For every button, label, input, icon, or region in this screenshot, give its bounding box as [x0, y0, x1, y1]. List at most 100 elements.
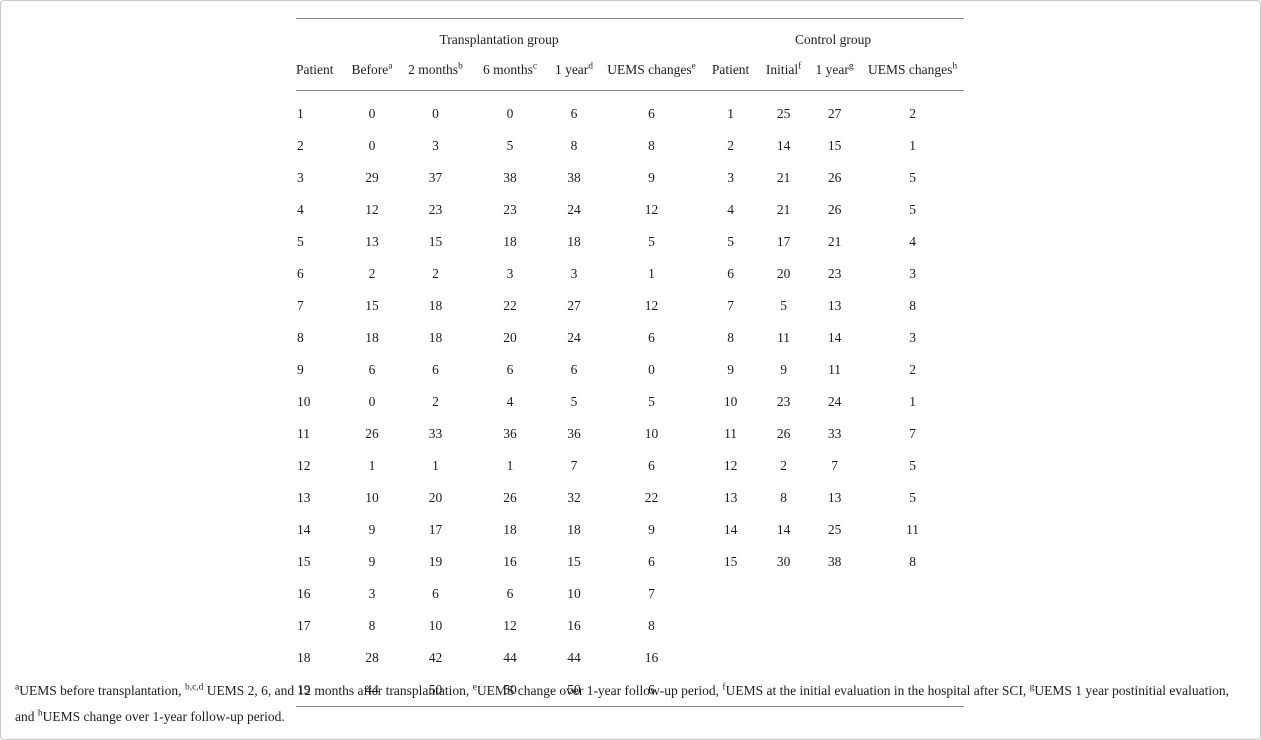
table-cell: 9 [368, 554, 376, 569]
table-cell: 12 [644, 298, 659, 313]
column-header-label: 2 months [408, 62, 459, 77]
group-header: Transplantation group [439, 32, 559, 47]
table-cell: 1 [297, 106, 304, 121]
column-header-label: UEMS changes [607, 62, 692, 77]
column-header-row: Patient Beforea 2 monthsb 6 monthsc 1 yeard U… [296, 53, 965, 91]
table-cell: 14 [776, 138, 791, 153]
table-cell: 8 [648, 618, 655, 633]
table-cell: 3 [506, 266, 514, 281]
group-header-row: Transplantation group Control group [296, 19, 964, 54]
table-cell: 3 [368, 586, 376, 601]
table-cell: 10 [644, 426, 659, 441]
table-cell [702, 642, 759, 674]
table-cell: 17 [776, 234, 791, 249]
table-cell: 8 [727, 330, 734, 345]
table-row: 4 12 23 23 24 12 4 21 26 5 [296, 194, 964, 226]
table-cell: 11 [828, 362, 842, 377]
table-cell: 21 [776, 202, 791, 217]
uems-data-table: Transplantation group Control group Patie… [296, 18, 965, 707]
table-cell: 6 [506, 586, 514, 601]
table-cell: 9 [297, 362, 304, 377]
table-cell: 33 [827, 426, 842, 441]
table-cell: 18 [297, 650, 311, 665]
table-cell: 38 [567, 170, 581, 185]
table-cell: 8 [909, 298, 916, 313]
table-cell: 15 [297, 554, 311, 569]
table-cell: 20 [503, 330, 517, 345]
column-header: 1 yeard [547, 53, 601, 91]
table-cell: 26 [503, 490, 517, 505]
table-cell: 25 [776, 106, 791, 121]
table-cell: 23 [776, 394, 791, 409]
table-cell: 3 [570, 266, 578, 281]
table-cell: 6 [297, 266, 304, 281]
table-cell: 16 [567, 618, 581, 633]
table-cell: 50 [473, 674, 547, 707]
table-cell: 2 [909, 362, 916, 377]
table-row: 16 3 6 6 10 7 [296, 578, 964, 610]
table-cell: 1 [909, 394, 916, 409]
table-cell: 27 [567, 298, 581, 313]
table-cell [702, 578, 759, 610]
table-row: 11 26 33 36 36 10 11 26 33 7 [296, 418, 964, 450]
table-cell: 24 [567, 330, 581, 345]
table-cell: 6 [570, 362, 578, 377]
table-cell: 38 [503, 170, 517, 185]
table-row: 15 9 19 16 15 6 15 30 38 8 [296, 546, 964, 578]
footnote-superscript: h [37, 708, 43, 719]
table-row: 18 28 42 44 44 16 [296, 642, 964, 674]
table-cell [808, 674, 862, 707]
table-cell [861, 674, 965, 707]
table-cell: 26 [827, 202, 842, 217]
table-cell: 2 [727, 138, 734, 153]
footnote-text: UEMS change over 1-year follow-up period… [42, 709, 285, 724]
table-cell: 12 [297, 458, 311, 473]
table-cell: 1 [727, 106, 734, 121]
table-cell: 6 [570, 106, 578, 121]
table-cell: 8 [570, 138, 578, 153]
table-cell: 11 [777, 330, 791, 345]
table-cell: 29 [365, 170, 379, 185]
table-head: Transplantation group Control group Patie… [296, 19, 965, 91]
table-cell: 22 [503, 298, 517, 313]
table-cell: 10 [297, 394, 311, 409]
table-cell: 0 [648, 362, 655, 377]
table-cell: 14 [827, 330, 842, 345]
table-cell: 14 [723, 522, 738, 537]
table-cell [808, 578, 861, 610]
column-header-superscript: e [691, 61, 696, 72]
column-header-superscript: g [848, 61, 854, 72]
table-cell: 6 [727, 266, 734, 281]
table-cell: 0 [432, 106, 439, 121]
table-cell: 15 [723, 554, 738, 569]
table-cell: 15 [827, 138, 842, 153]
table-cell: 2 [432, 266, 439, 281]
table-cell: 24 [567, 202, 581, 217]
table-cell: 4 [506, 394, 514, 409]
table-cell: 8 [648, 138, 655, 153]
table-cell [808, 610, 861, 642]
table-cell: 24 [827, 394, 842, 409]
table-cell: 13 [365, 234, 379, 249]
table-cell: 2 [780, 458, 787, 473]
table-cell: 7 [727, 298, 734, 313]
table-cell: 13 [827, 490, 842, 505]
table-cell [702, 674, 760, 707]
footnote-text: UEMS at the initial evaluation in the ho… [725, 683, 1030, 698]
footnote-superscript: e [472, 682, 477, 693]
table-cell: 14 [776, 522, 791, 537]
table-cell: 0 [506, 106, 514, 121]
table-cell [861, 578, 964, 610]
table-cell: 7 [570, 458, 578, 473]
table-cell: 15 [428, 234, 443, 249]
table-cell: 8 [780, 490, 787, 505]
table-cell: 37 [428, 170, 443, 185]
table-cell: 17 [297, 618, 311, 633]
column-header-superscript: f [798, 61, 802, 72]
table-cell: 12 [723, 458, 738, 473]
table-cell: 32 [567, 490, 581, 505]
table-row: 3 29 37 38 38 9 3 21 26 5 [296, 162, 964, 194]
table-cell [759, 610, 808, 642]
column-header: 2 monthsb [398, 53, 473, 91]
table-cell: 10 [428, 618, 443, 633]
